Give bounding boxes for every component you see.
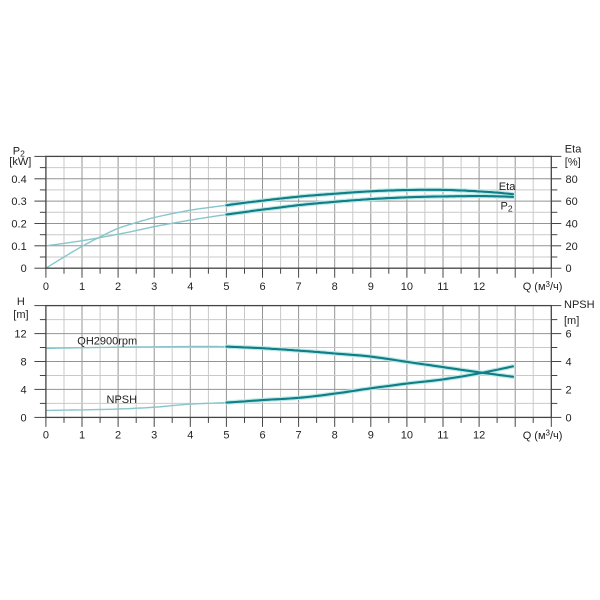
svg-text:0: 0 bbox=[21, 263, 27, 275]
svg-text:4: 4 bbox=[187, 281, 193, 293]
svg-text:2: 2 bbox=[115, 281, 121, 293]
svg-text:QH2900rpm: QH2900rpm bbox=[77, 336, 137, 348]
svg-text:NPSH: NPSH bbox=[564, 299, 595, 311]
svg-text:2: 2 bbox=[115, 430, 121, 442]
svg-text:0: 0 bbox=[43, 430, 49, 442]
svg-text:[kW]: [kW] bbox=[9, 156, 31, 168]
svg-text:4: 4 bbox=[187, 430, 193, 442]
svg-text:40: 40 bbox=[566, 219, 578, 231]
svg-text:0.4: 0.4 bbox=[11, 174, 26, 186]
svg-text:6: 6 bbox=[259, 430, 265, 442]
svg-text:12: 12 bbox=[14, 329, 26, 341]
svg-text:Q (м3/ч): Q (м3/ч) bbox=[523, 280, 563, 293]
svg-text:3: 3 bbox=[151, 281, 157, 293]
svg-text:0: 0 bbox=[566, 263, 572, 275]
svg-text:7: 7 bbox=[296, 281, 302, 293]
svg-text:P2: P2 bbox=[501, 201, 513, 214]
svg-text:10: 10 bbox=[401, 430, 413, 442]
svg-text:1: 1 bbox=[79, 430, 85, 442]
svg-text:11: 11 bbox=[437, 430, 448, 442]
svg-text:3: 3 bbox=[151, 430, 157, 442]
svg-text:Eta: Eta bbox=[499, 181, 516, 193]
svg-text:4: 4 bbox=[566, 357, 572, 369]
svg-text:[m]: [m] bbox=[564, 315, 579, 327]
svg-text:0: 0 bbox=[43, 281, 49, 293]
svg-text:12: 12 bbox=[473, 281, 485, 293]
svg-text:2: 2 bbox=[566, 384, 572, 396]
svg-text:60: 60 bbox=[566, 196, 578, 208]
svg-text:11: 11 bbox=[437, 281, 448, 293]
svg-text:0.1: 0.1 bbox=[11, 241, 26, 253]
svg-text:5: 5 bbox=[223, 281, 229, 293]
svg-text:8: 8 bbox=[20, 357, 26, 369]
svg-text:9: 9 bbox=[368, 430, 374, 442]
svg-text:NPSH: NPSH bbox=[107, 394, 138, 406]
svg-text:9: 9 bbox=[368, 281, 374, 293]
svg-text:8: 8 bbox=[332, 281, 338, 293]
svg-text:6: 6 bbox=[259, 281, 265, 293]
svg-text:20: 20 bbox=[566, 241, 578, 253]
svg-text:Q (м3/ч): Q (м3/ч) bbox=[523, 429, 563, 442]
svg-text:5: 5 bbox=[223, 430, 229, 442]
svg-text:6: 6 bbox=[566, 329, 572, 341]
svg-text:7: 7 bbox=[296, 430, 302, 442]
svg-text:8: 8 bbox=[332, 430, 338, 442]
svg-text:P2: P2 bbox=[13, 146, 25, 159]
svg-text:0: 0 bbox=[20, 412, 26, 424]
svg-text:1: 1 bbox=[79, 281, 85, 293]
svg-text:H: H bbox=[17, 296, 25, 308]
svg-text:0: 0 bbox=[566, 412, 572, 424]
svg-text:[%]: [%] bbox=[565, 156, 581, 168]
svg-text:80: 80 bbox=[566, 174, 578, 186]
svg-text:0.2: 0.2 bbox=[11, 219, 26, 231]
svg-text:12: 12 bbox=[473, 430, 485, 442]
svg-text:4: 4 bbox=[20, 384, 26, 396]
svg-text:[m]: [m] bbox=[13, 309, 28, 321]
svg-text:10: 10 bbox=[401, 281, 413, 293]
svg-text:0.3: 0.3 bbox=[11, 196, 26, 208]
svg-text:Eta: Eta bbox=[565, 144, 582, 156]
